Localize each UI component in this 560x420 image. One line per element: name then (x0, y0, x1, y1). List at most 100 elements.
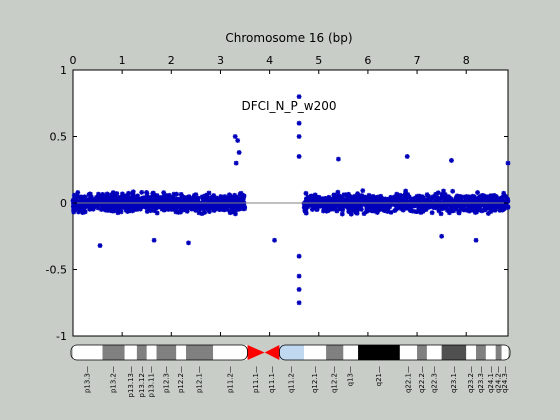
data-point (438, 211, 444, 217)
data-point (420, 206, 425, 211)
data-point (339, 196, 345, 202)
data-point (326, 194, 332, 200)
data-point (71, 198, 76, 204)
data-point (485, 205, 491, 211)
data-point (421, 200, 427, 205)
data-point (161, 207, 167, 213)
data-point (202, 210, 208, 215)
data-point (181, 199, 187, 205)
data-point (87, 191, 93, 197)
data-point (137, 205, 143, 210)
data-point (435, 190, 441, 196)
data-point (296, 287, 302, 292)
data-point (103, 197, 109, 203)
data-point (457, 208, 462, 214)
data-point (343, 198, 348, 203)
ideogram-band-label: q12.2— (331, 366, 339, 393)
data-point (334, 208, 340, 214)
data-point (227, 192, 232, 198)
y-tick-label: 1 (60, 64, 67, 77)
data-point (361, 211, 367, 217)
data-point (114, 191, 120, 196)
ideogram-band (146, 345, 157, 360)
data-point (418, 210, 424, 215)
ideogram-band (213, 345, 248, 360)
data-point (272, 237, 277, 243)
data-point (326, 199, 332, 204)
data-point (501, 193, 507, 199)
data-point (396, 203, 402, 209)
ideogram-band-label: q23.3— (477, 366, 485, 393)
data-point (134, 207, 140, 212)
y-tick-label: 0.5 (50, 131, 68, 144)
ideogram-band (124, 345, 137, 360)
data-point (172, 203, 178, 209)
data-point (417, 198, 423, 204)
data-point (344, 204, 350, 210)
data-point (436, 208, 442, 214)
data-point (189, 198, 194, 204)
data-point (115, 202, 121, 208)
data-point (386, 201, 392, 207)
data-point (90, 206, 96, 212)
data-point (385, 204, 391, 209)
data-point (505, 160, 511, 166)
data-point (187, 199, 192, 205)
ideogram-band-label: q23.2— (467, 366, 475, 393)
data-point (321, 196, 326, 202)
data-point (137, 197, 143, 203)
data-point (186, 240, 191, 246)
data-point (71, 192, 77, 198)
data-point (217, 202, 223, 208)
data-point (303, 210, 309, 216)
data-point (196, 206, 202, 212)
ideogram-band (136, 345, 147, 360)
data-point (454, 193, 460, 199)
ideogram-band-label: p13.12— (138, 366, 146, 397)
data-point (399, 198, 404, 204)
data-point (331, 193, 337, 198)
data-point (423, 207, 429, 212)
data-point (145, 197, 150, 203)
data-point (439, 233, 445, 239)
data-point (152, 203, 158, 209)
data-point (355, 191, 360, 197)
ideogram-band (501, 345, 508, 360)
data-point (430, 194, 436, 200)
data-point (166, 206, 172, 212)
ideogram-band (358, 345, 400, 360)
data-point (451, 201, 457, 207)
data-point (384, 197, 390, 203)
data-point (366, 192, 372, 198)
data-point (102, 202, 108, 208)
data-point (434, 194, 440, 200)
data-point (466, 208, 472, 214)
data-point (343, 192, 349, 198)
data-point (426, 202, 432, 208)
data-point (476, 205, 481, 211)
data-point (410, 203, 416, 209)
data-point (207, 209, 212, 214)
data-point (184, 208, 190, 214)
data-point (495, 203, 500, 209)
data-point (441, 188, 446, 194)
data-point (364, 199, 369, 205)
data-point (179, 202, 185, 208)
x-tick-label: 8 (463, 54, 470, 67)
data-point (198, 203, 204, 209)
data-point (402, 191, 408, 196)
data-point (88, 199, 94, 205)
chromosome-ideogram: p13.3— p13.2— p13.13— p13.12— p13.11— p12.3— p… (70, 344, 511, 397)
data-point (370, 196, 376, 201)
data-point (71, 201, 76, 206)
data-point (394, 206, 399, 212)
data-point (424, 202, 429, 207)
data-point (76, 202, 82, 208)
data-point (73, 206, 78, 212)
data-point (157, 195, 162, 201)
data-point (448, 196, 454, 202)
data-point (360, 188, 366, 194)
data-point (301, 201, 307, 207)
data-point (463, 207, 469, 213)
data-point (476, 198, 481, 204)
